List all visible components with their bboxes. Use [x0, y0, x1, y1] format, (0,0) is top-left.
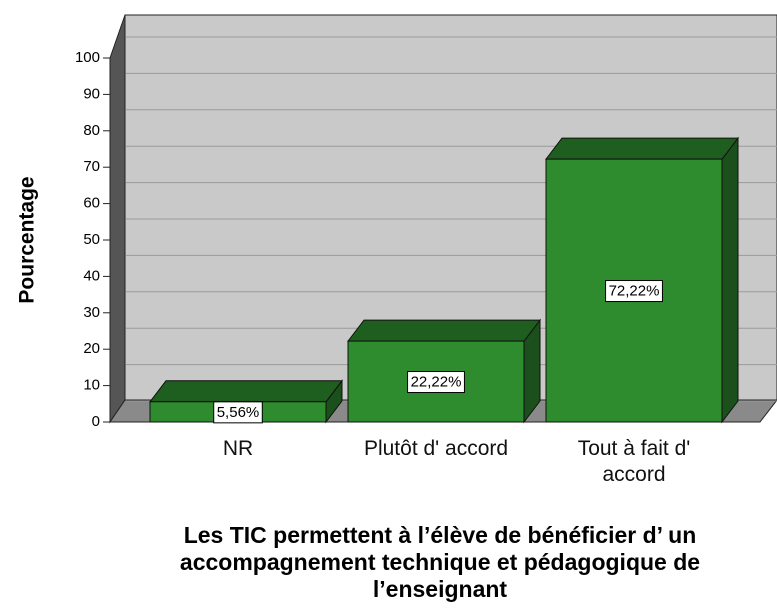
x-tick-label: NR	[222, 437, 254, 460]
bar-top	[346, 319, 542, 342]
bar-top	[148, 380, 344, 403]
x-axis-label: Les TIC permettent à l’élève de bénéfici…	[179, 522, 701, 602]
value-label: 22,22%	[411, 374, 462, 391]
bar-side	[721, 136, 739, 424]
y-tick-label: 40	[83, 267, 100, 284]
y-tick-label: 0	[92, 413, 100, 430]
value-label: 72,22%	[609, 283, 660, 300]
y-tick-label: 100	[75, 49, 100, 66]
y-tick-label: 30	[83, 304, 100, 321]
x-tick-label: Tout à fait d' accord	[577, 437, 691, 486]
y-tick-label: 70	[83, 158, 100, 175]
y-tick-label: 10	[83, 377, 100, 394]
value-label-box	[407, 371, 465, 394]
y-tick-label: 90	[83, 85, 100, 102]
y-tick-label: 20	[83, 340, 100, 357]
left-wall	[109, 14, 126, 424]
y-tick-label: 50	[83, 231, 100, 248]
y-tick-label: 60	[83, 195, 100, 212]
bar-top	[544, 137, 740, 160]
value-label-box	[213, 401, 263, 424]
value-label: 5,56%	[217, 404, 260, 421]
y-tick-label: 80	[83, 122, 100, 139]
x-tick-label: Plutôt d' accord	[363, 437, 509, 460]
y-axis-label: Pourcentage	[16, 176, 39, 303]
value-label-box	[605, 280, 663, 303]
